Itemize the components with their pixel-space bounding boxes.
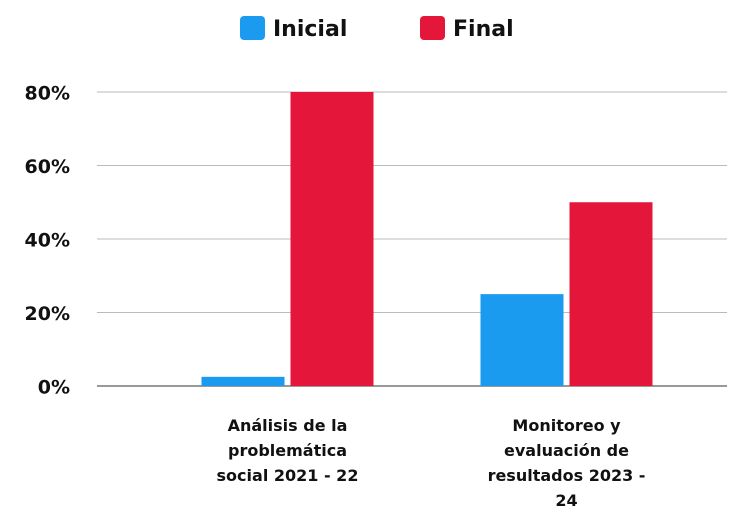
bar xyxy=(569,202,653,386)
x-tick-label: Análisis de la problemática social 2021 … xyxy=(216,416,359,485)
y-tick-label: 20% xyxy=(25,303,70,325)
x-tick-label: Monitoreo y evaluación de resultados 202… xyxy=(487,416,646,510)
y-tick-label: 0% xyxy=(38,377,70,399)
y-tick-label: 40% xyxy=(25,230,70,252)
bar xyxy=(290,92,374,386)
y-tick-label: 60% xyxy=(25,156,70,178)
legend-swatch xyxy=(420,16,445,40)
y-tick-label: 80% xyxy=(25,83,70,105)
legend-label: Final xyxy=(453,17,514,42)
bar xyxy=(480,294,564,386)
legend-swatch xyxy=(240,16,265,40)
bar xyxy=(201,376,285,386)
legend-label: Inicial xyxy=(273,17,347,42)
